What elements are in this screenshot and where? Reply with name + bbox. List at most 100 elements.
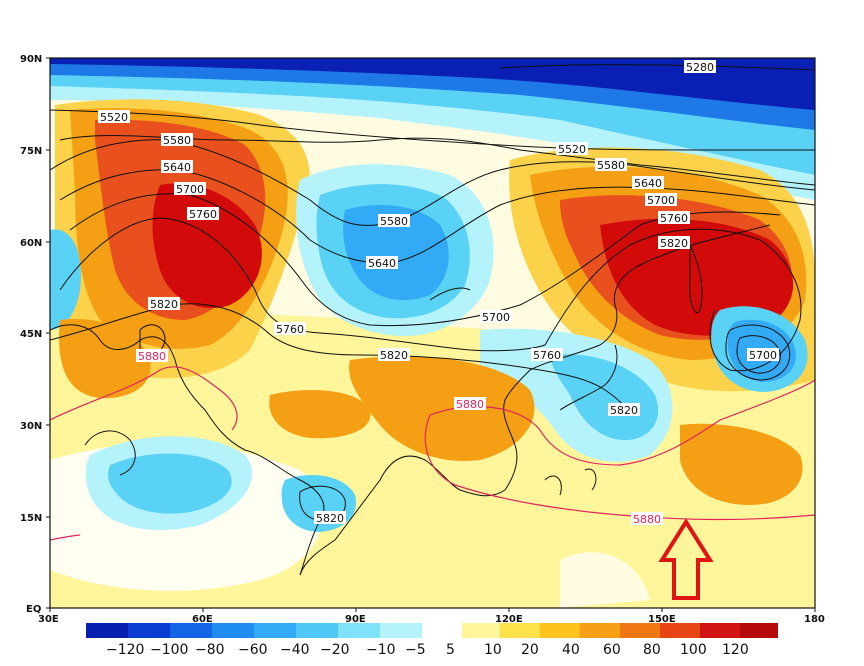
- lat-tick-75n: 75N: [20, 146, 42, 157]
- lon-tick-90e: 90E: [345, 614, 366, 625]
- colorbar-swatch: [422, 623, 462, 638]
- colorbar-label: 80: [643, 642, 661, 658]
- contour-label-5580-west: 5580: [161, 133, 193, 147]
- colorbar-label: 20: [521, 642, 539, 658]
- contour-label-5820-east: 5820: [658, 236, 690, 250]
- lon-tick-150e: 150E: [648, 614, 676, 625]
- contour-label-5700-center: 5700: [480, 310, 512, 324]
- svg-text:5820: 5820: [380, 349, 408, 362]
- colorbar-label: −5: [405, 642, 426, 658]
- colorbar-swatch: [660, 623, 700, 638]
- lat-tick-45n: 45N: [20, 329, 42, 340]
- lat-tick-90n: 90N: [20, 54, 42, 65]
- colorbar-swatch: [212, 623, 254, 638]
- contour-label-5760-center: 5760: [274, 322, 306, 336]
- colorbar-label: −80: [195, 642, 225, 658]
- contour-label-5520-east: 5520: [556, 142, 588, 156]
- colorbar-label: 100: [680, 642, 707, 658]
- svg-text:5520: 5520: [558, 143, 586, 156]
- svg-text:5820: 5820: [610, 404, 638, 417]
- svg-text:5760: 5760: [189, 208, 217, 221]
- lon-tick-180: 180: [804, 614, 825, 625]
- anomaly-shading: [50, 58, 815, 608]
- contour-label-5820-india: 5820: [314, 511, 346, 525]
- colorbar-labels: −120 −100 −80 −60 −40 −20 −10 −5 5 10 20…: [106, 642, 749, 658]
- contour-label-5760-west: 5760: [187, 207, 219, 221]
- colorbar-swatch: [500, 623, 540, 638]
- svg-text:5820: 5820: [316, 512, 344, 525]
- colorbar-label: 40: [562, 642, 580, 658]
- svg-text:5700: 5700: [647, 194, 675, 207]
- svg-text:5760: 5760: [533, 349, 561, 362]
- svg-text:5580: 5580: [597, 159, 625, 172]
- colorbar-label: 120: [722, 642, 749, 658]
- lon-tick-30e: 30E: [38, 614, 59, 625]
- colorbar-swatch: [254, 623, 296, 638]
- up-arrow-icon: [658, 518, 714, 600]
- colorbar-label: −60: [238, 642, 268, 658]
- colorbar-swatch: [296, 623, 338, 638]
- colorbar-label: −100: [150, 642, 188, 658]
- coastlines: [50, 135, 815, 576]
- contour-label-5580-center: 5580: [378, 214, 410, 228]
- colorbar-swatch: [700, 623, 740, 638]
- svg-text:5700: 5700: [176, 183, 204, 196]
- lat-tick-30n: 30N: [20, 421, 42, 432]
- contour-label-5820-west: 5820: [148, 297, 180, 311]
- svg-text:5880: 5880: [633, 513, 661, 526]
- colorbar: [86, 623, 778, 638]
- colorbar-label: −20: [320, 642, 350, 658]
- contour-label-5820-japan: 5820: [608, 403, 640, 417]
- colorbar-swatch: [580, 623, 620, 638]
- contour-label-5280: 5280: [684, 60, 716, 74]
- contour-label-5880-china: 5880: [454, 397, 486, 411]
- colorbar-label: 60: [603, 642, 621, 658]
- colorbar-swatch: [620, 623, 660, 638]
- colorbar-label: 5: [446, 642, 455, 658]
- lon-tick-60e: 60E: [192, 614, 213, 625]
- svg-text:5700: 5700: [482, 311, 510, 324]
- colorbar-swatch: [86, 623, 128, 638]
- lon-tick-120e: 120E: [495, 614, 523, 625]
- colorbar-swatch: [170, 623, 212, 638]
- contour-labels: 5280 5520 5580 5640 5700 5760 5820 5520 …: [98, 60, 779, 526]
- contour-label-5760-east: 5760: [658, 211, 690, 225]
- contour-label-5700-east: 5700: [645, 193, 677, 207]
- contour-label-5700-kamchatka: 5700: [747, 348, 779, 362]
- latitude-axis: 90N 75N 60N 45N 30N 15N EQ: [20, 54, 50, 615]
- svg-text:5280: 5280: [686, 61, 714, 74]
- svg-text:5700: 5700: [749, 349, 777, 362]
- contour-label-5580-east: 5580: [595, 158, 627, 172]
- contour-label-5700-west: 5700: [174, 182, 206, 196]
- svg-text:5580: 5580: [380, 215, 408, 228]
- colorbar-swatch: [128, 623, 170, 638]
- lat-tick-60n: 60N: [20, 238, 42, 249]
- colorbar-swatch: [338, 623, 380, 638]
- lat-tick-eq: EQ: [26, 604, 41, 615]
- svg-text:5520: 5520: [100, 111, 128, 124]
- colorbar-swatch: [380, 623, 422, 638]
- svg-text:5880: 5880: [138, 350, 166, 363]
- longitude-axis: 30E 60E 90E 120E 150E 180: [38, 608, 825, 625]
- contour-label-5640-east: 5640: [632, 176, 664, 190]
- svg-text:5760: 5760: [660, 212, 688, 225]
- svg-text:5880: 5880: [456, 398, 484, 411]
- contour-label-5880-pacific: 5880: [631, 512, 663, 526]
- contour-5880: [50, 366, 815, 541]
- contour-label-5760-japan: 5760: [531, 348, 563, 362]
- colorbar-swatch: [462, 623, 500, 638]
- colorbar-swatch: [740, 623, 778, 638]
- contour-label-5640-west: 5640: [161, 160, 193, 174]
- contour-label-5820-center: 5820: [378, 348, 410, 362]
- colorbar-label: −40: [280, 642, 310, 658]
- svg-text:5820: 5820: [660, 237, 688, 250]
- contour-label-5880-west: 5880: [136, 349, 168, 363]
- svg-text:5760: 5760: [276, 323, 304, 336]
- colorbar-label: −120: [106, 642, 144, 658]
- colorbar-label: −10: [366, 642, 396, 658]
- contour-label-5520-west: 5520: [98, 110, 130, 124]
- svg-text:5640: 5640: [634, 177, 662, 190]
- svg-text:5820: 5820: [150, 298, 178, 311]
- svg-text:5640: 5640: [163, 161, 191, 174]
